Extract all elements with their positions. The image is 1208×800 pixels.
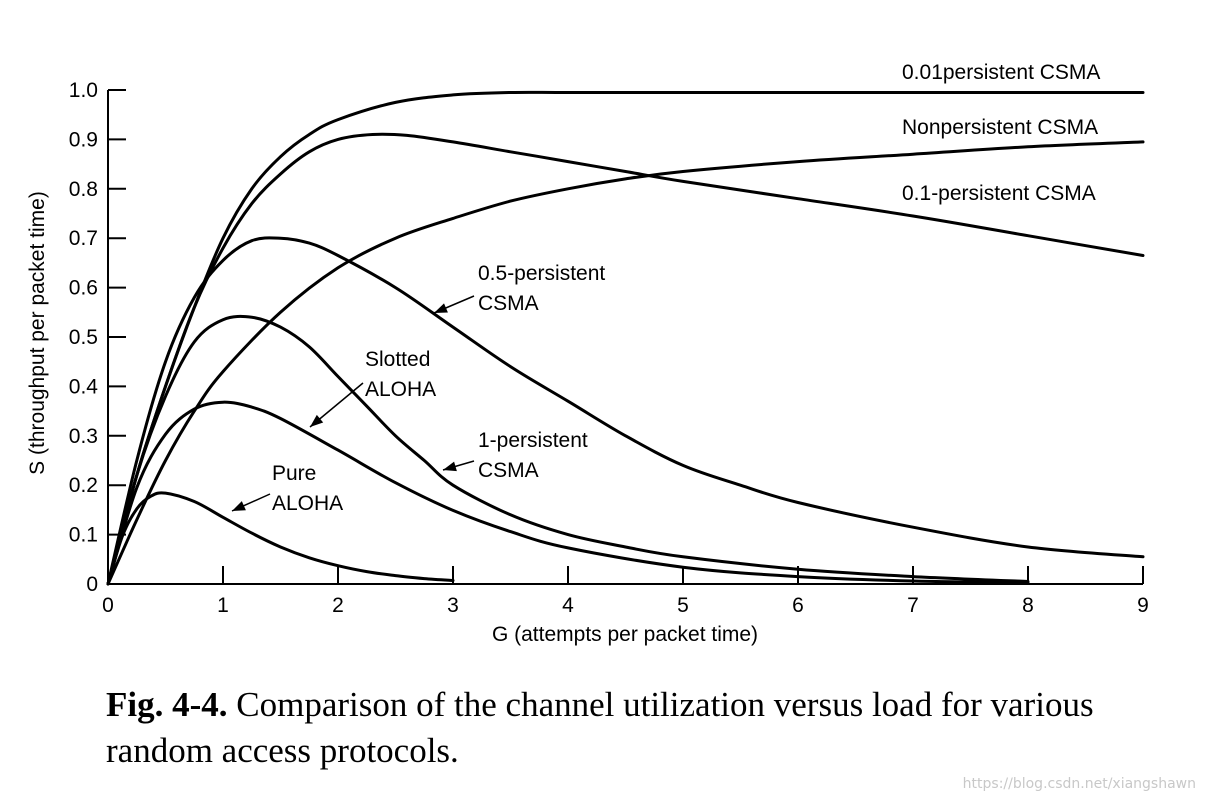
series-line-nonpersistent-csma <box>106 140 1145 586</box>
curve-labels: 0.01persistent CSMA Nonpersistent CSMA 0.1… <box>231 61 1100 515</box>
series-line-slotted-aloha <box>106 400 1030 586</box>
axes: 0 1 2 3 4 5 6 7 8 9 0 0.1 0.2 0.3 0.4 0.5 0.6 0.7 0.8 0.9 1.… <box>69 79 1149 617</box>
curve-label-line: Slotted <box>365 348 430 371</box>
x-tick-label: 5 <box>677 594 689 617</box>
curve-label: 0.01persistent CSMA <box>902 61 1100 84</box>
x-tick-label: 7 <box>907 594 919 617</box>
arrowhead <box>232 501 246 511</box>
curve-label: Nonpersistent CSMA <box>902 116 1098 139</box>
curve-label: Pure ALOHA <box>272 462 343 515</box>
curve-label-line: Nonpersistent CSMA <box>902 116 1098 139</box>
curve-label-line: ALOHA <box>365 378 436 401</box>
caption-text: Comparison of the channel utilization ve… <box>106 685 1094 770</box>
x-tick-label: 9 <box>1137 594 1149 617</box>
y-axis-label: S (throughput per packet time) <box>26 191 49 475</box>
curve-label-line: CSMA <box>478 459 539 482</box>
curve-label-line: CSMA <box>478 292 539 315</box>
y-tick-label: 0 <box>86 573 98 596</box>
y-tick-label: 0.8 <box>69 178 98 201</box>
caption-label: Fig. 4-4. <box>106 685 228 724</box>
y-tick-label: 0.5 <box>69 326 98 349</box>
arrowhead <box>434 303 448 313</box>
x-tick-label: 2 <box>332 594 344 617</box>
curve-label: 1-persistent CSMA <box>478 429 588 482</box>
curve-label-line: 0.5-persistent <box>478 262 605 285</box>
series-line-0-1-persistent-csma <box>106 132 1145 586</box>
x-axis-label: G (attempts per packet time) <box>492 623 758 646</box>
series-line-pure-aloha <box>106 491 455 586</box>
arrowhead <box>443 461 457 472</box>
curve-label-line: 0.01persistent CSMA <box>902 61 1100 84</box>
y-tick-label: 0.1 <box>69 524 98 547</box>
curve-label: Slotted ALOHA <box>365 348 436 401</box>
curve-label: 0.5-persistent CSMA <box>478 262 605 315</box>
watermark: https://blog.csdn.net/xiangshawn <box>962 776 1196 792</box>
x-tick-label: 4 <box>562 594 574 617</box>
x-tick-label: 8 <box>1022 594 1034 617</box>
series-line-1-persistent-csma <box>106 314 1030 586</box>
curve-label: 0.1-persistent CSMA <box>902 182 1096 205</box>
series-line-0-5-persistent-csma <box>106 236 1145 586</box>
y-tick-label: 0.9 <box>69 128 98 151</box>
curves <box>106 90 1145 586</box>
curve-label-line: Pure <box>272 462 316 485</box>
x-tick-label: 6 <box>792 594 804 617</box>
y-tick-label: 0.3 <box>69 425 98 448</box>
y-tick-label: 0.6 <box>69 277 98 300</box>
x-tick-label: 3 <box>447 594 459 617</box>
y-tick-label: 1.0 <box>69 79 98 102</box>
curve-label-line: 0.1-persistent CSMA <box>902 182 1096 205</box>
x-tick-label: 1 <box>217 594 229 617</box>
series-line-0-01persistent-csma <box>106 90 1145 586</box>
y-tick-label: 0.4 <box>69 375 99 398</box>
y-tick-label: 0.2 <box>69 474 98 497</box>
x-tick-label: 0 <box>102 594 114 617</box>
arrowhead <box>310 414 324 427</box>
curve-label-line: 1-persistent <box>478 429 588 452</box>
chart: 0 1 2 3 4 5 6 7 8 9 0 0.1 0.2 0.3 0.4 0.5 0.6 0.7 0.8 0.9 1.… <box>26 61 1149 646</box>
curve-label-line: ALOHA <box>272 492 343 515</box>
figure-caption: Fig. 4-4. Comparison of the channel util… <box>106 682 1166 774</box>
y-tick-label: 0.7 <box>69 227 98 250</box>
